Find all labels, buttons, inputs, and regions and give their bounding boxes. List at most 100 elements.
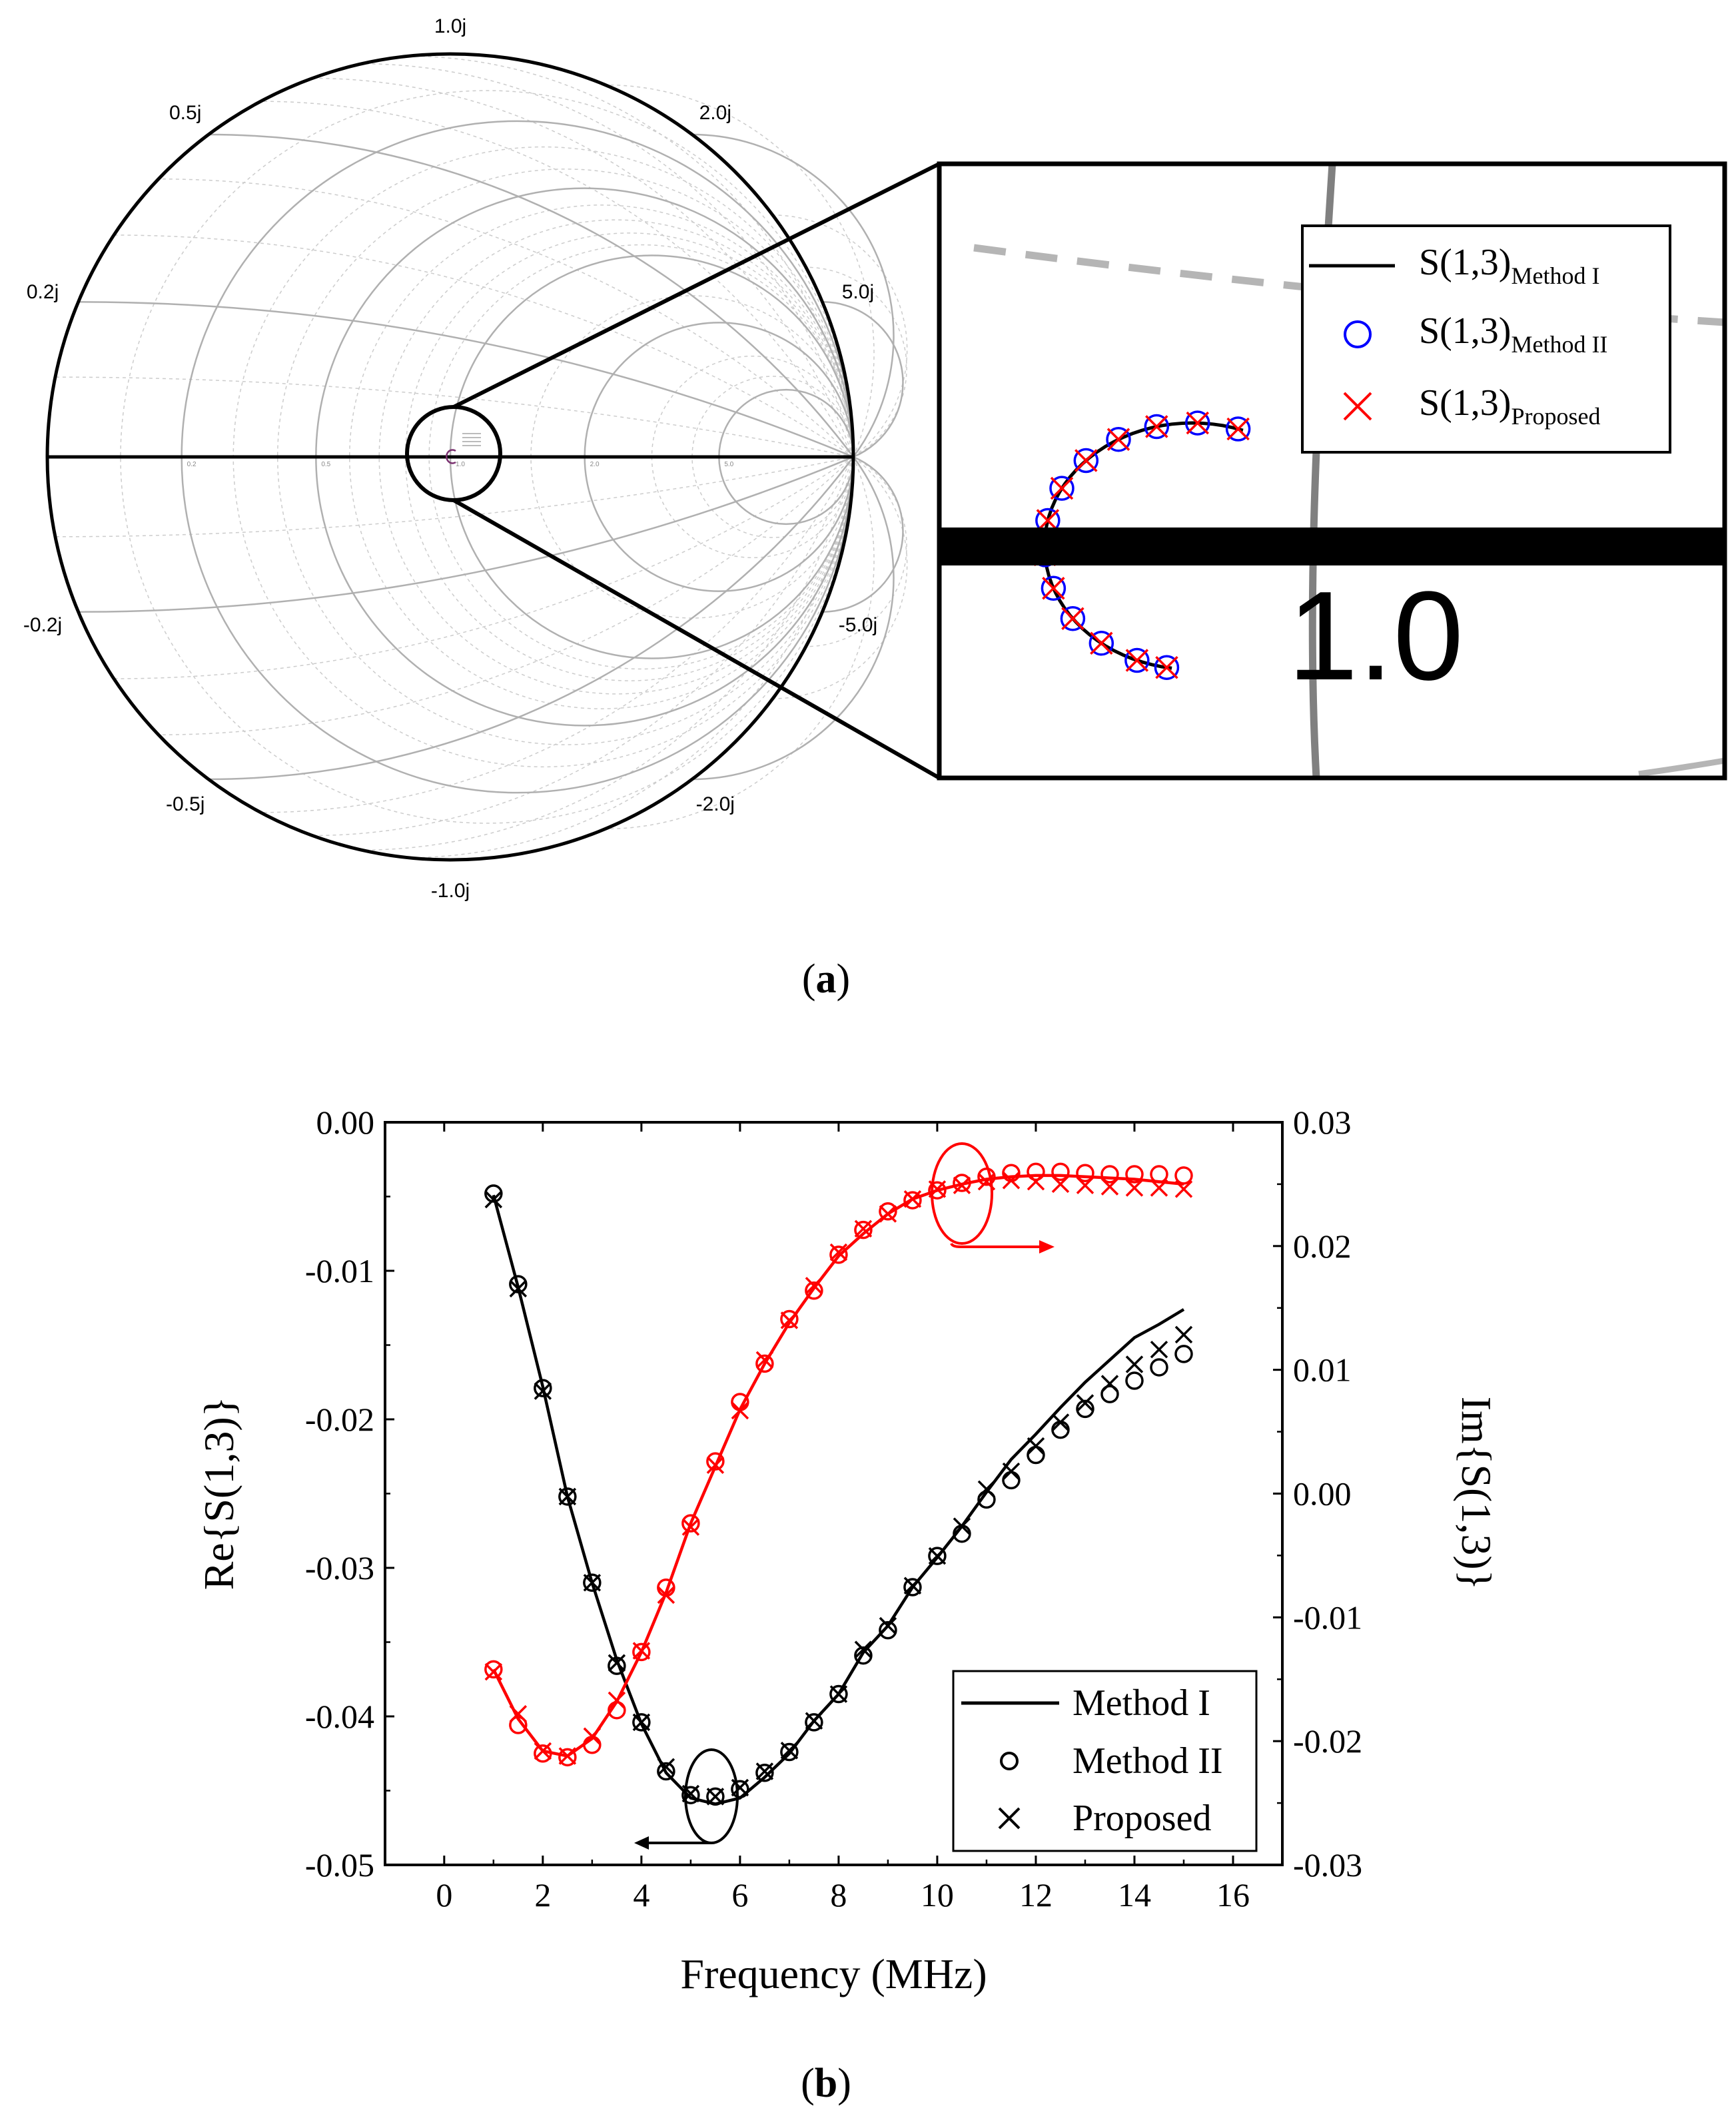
x-tick-label: 0 [436,1876,452,1914]
data-point-circle [879,1202,897,1221]
panel-b-label-open: ( [801,2061,815,2106]
y-left-tick-label: 0.00 [316,1104,375,1141]
minor-reactance-arc-upper [158,178,854,458]
x-tick-label: 6 [731,1876,748,1914]
data-point-circle [755,1354,774,1373]
y-right-tick-label: -0.02 [1293,1722,1362,1760]
smith-axis-label: 0.2 [187,461,197,468]
inset-proposed-point [1061,607,1085,630]
inset-method-2-point [1154,655,1180,680]
data-point-circle [484,1184,503,1203]
reactance-arc-upper [822,301,904,458]
data-point-circle [903,1191,922,1210]
minor-reactance-arc-upper [55,376,854,458]
inset-method-2-point [1041,575,1067,601]
panel-b-label-letter: b [815,2061,837,2106]
data-point-cross [509,1279,528,1297]
inset-legend-box [1301,224,1671,454]
y-right-tick-label: 0.00 [1293,1475,1352,1513]
data-point-circle [509,1716,528,1734]
y-left-tick-label: -0.01 [305,1252,374,1289]
data-point-cross [1150,1340,1168,1359]
data-point-cross [484,1662,503,1681]
minor-reactance-arc-lower [805,456,907,647]
data-point-cross [953,1176,971,1195]
data-point-cross [632,1713,651,1732]
smith-reactance-label: -5.0j [839,614,877,636]
x-tick-label: 14 [1118,1876,1151,1914]
minor-reactance-arc-upper [113,234,854,458]
inset-method-2-point [1144,414,1170,440]
panel-a-smith-chart: 0.2 0.5 1.0 2.0 5.0 1.0j 0.5j 2.0j 0.2j 5.0j -0.2… [23,15,1727,1002]
inset-proposed-point [1090,631,1113,655]
data-point-circle [657,1762,675,1781]
data-point-cross [632,1642,651,1660]
chart-legend: Method I Method II Proposed [952,1670,1258,1852]
inset-proposed-point [1075,449,1098,472]
smith-reactance-label: 2.0j [699,102,731,124]
data-point-circle [805,1281,823,1300]
data-point-circle [558,1748,577,1767]
y-right-tick-label: 0.02 [1293,1228,1352,1265]
data-point-cross [1002,1462,1021,1481]
smith-mini-curve [446,433,481,464]
data-point-cross [1027,1437,1045,1455]
x-tick-label: 12 [1019,1876,1053,1914]
data-point-cross [608,1654,626,1672]
data-point-circle [953,1174,971,1192]
data-point-cross [1150,1179,1168,1197]
data-point-cross [657,1758,675,1776]
data-point-circle [558,1487,577,1506]
panel-a-label-letter: a [816,956,837,1002]
data-point-cross [854,1220,873,1238]
smith-reactance-label: 0.5j [169,102,201,124]
reactance-arc-upper [208,133,854,458]
minor-reactance-arc-upper [805,266,907,458]
data-point-cross [829,1685,848,1703]
data-point-cross [1051,1413,1070,1431]
data-point-cross [1076,1176,1094,1195]
x-tick-label: 2 [534,1876,551,1914]
data-point-circle [731,1780,749,1799]
data-point-circle [1002,1471,1021,1490]
smith-mini-s13-curve [446,449,456,464]
minor-reactance-arc-lower [362,456,854,851]
data-point-circle [1125,1371,1144,1390]
data-point-circle [755,1763,774,1782]
data-point-cross [854,1640,873,1658]
y-right-tick-label: 0.01 [1293,1351,1352,1389]
x-tick-label: 10 [921,1876,954,1914]
data-point-cross [829,1243,848,1261]
data-point-circle [681,1514,700,1533]
data-point-circle [1076,1164,1094,1182]
inset-legend-1-base: S(1,3) [1419,242,1511,283]
data-point-circle [1100,1385,1119,1403]
minor-reactance-arc-upper [772,214,908,458]
data-point-circle [509,1275,528,1293]
data-point-cross [608,1691,626,1710]
minor-reactance-arc-lower [408,456,854,859]
data-point-circle [1174,1345,1193,1363]
panel-a-label: (a) [802,956,850,1002]
chart-annotations [634,1142,1055,1850]
inset-method-2-point [1106,427,1131,452]
data-point-cross [731,1778,749,1797]
x-tick-label: 4 [633,1876,650,1914]
inset-method-2-point [1124,647,1150,673]
data-point-cross [755,1762,774,1780]
minor-reactance-arc-lower [605,456,875,830]
smith-reactance-label: -0.2j [23,614,62,636]
legend-label-method-1: Method I [1073,1682,1210,1724]
data-point-circle [903,1578,922,1596]
minor-reactance-arc-lower [158,456,854,735]
data-point-circle [854,1646,873,1665]
data-point-circle [608,1700,626,1720]
smith-reactance-label: 5.0j [842,281,874,303]
data-point-circle [608,1656,626,1675]
inset-proposed-point [1050,476,1074,500]
inset-legend-entry-3: S(1,3)Proposed [1419,382,1600,430]
x-tick-label: 16 [1216,1876,1250,1914]
smith-reactance-label: -2.0j [696,793,735,815]
data-point-circle [1051,1162,1070,1182]
data-point-cross [953,1517,971,1535]
